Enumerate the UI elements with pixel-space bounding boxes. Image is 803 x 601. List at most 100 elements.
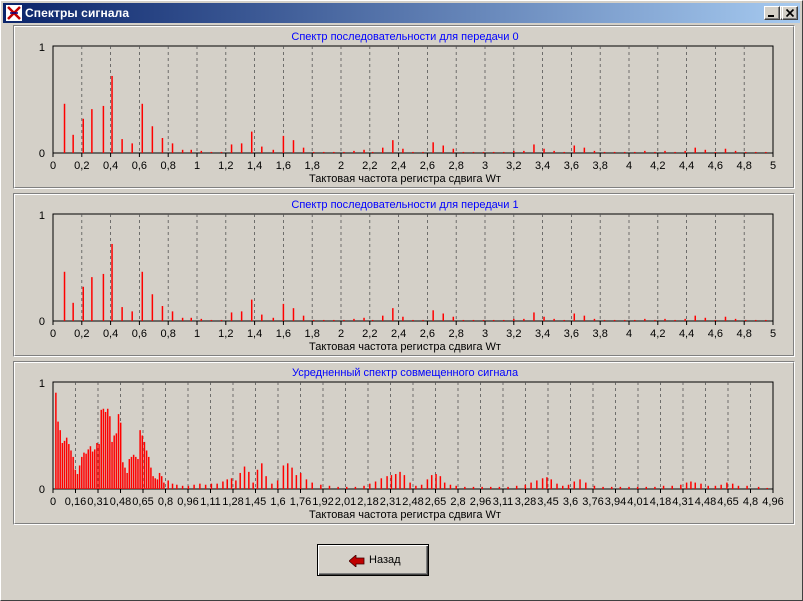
x-tick-label: 3,2 bbox=[506, 160, 521, 172]
x-tick-label: 0,2 bbox=[74, 328, 89, 340]
x-tick-label: 4,2 bbox=[650, 328, 665, 340]
x-tick-label: 0 bbox=[50, 328, 56, 340]
back-button[interactable]: Назад bbox=[317, 544, 429, 576]
x-tick-label: 2,4 bbox=[391, 328, 406, 340]
x-tick-label: 3,4 bbox=[535, 328, 550, 340]
x-tick-label: 2 bbox=[338, 160, 344, 172]
spectrum-chart-2: 0 0,16 0,31 0,48 0,65 0,8 0,96 1,11 1,28 1,45 1,6 1… bbox=[39, 378, 784, 508]
x-tick-label: 4,8 bbox=[737, 160, 752, 172]
x-tick-label: 4,96 bbox=[762, 496, 783, 508]
x-tick-label: 4 bbox=[626, 160, 632, 172]
x-tick-label: 0,31 bbox=[87, 496, 108, 508]
x-tick-label: 1,2 bbox=[218, 328, 233, 340]
x-tick-label: 4,4 bbox=[679, 160, 694, 172]
x-tick-label: 3,8 bbox=[593, 328, 608, 340]
chart-panel-2: Усредненный спектр совмещенного сигнала … bbox=[13, 361, 795, 525]
x-axis-label-1: Тактовая частота регистра сдвига Wт bbox=[309, 341, 501, 353]
title-bar[interactable]: Спектры сигнала bbox=[3, 3, 800, 23]
app-icon bbox=[6, 5, 22, 21]
close-icon bbox=[785, 8, 795, 18]
x-tick-label: 3,94 bbox=[605, 496, 626, 508]
x-tick-label: 1,6 bbox=[276, 328, 291, 340]
left-arrow-icon bbox=[349, 555, 365, 567]
x-tick-label: 4,01 bbox=[627, 496, 648, 508]
x-tick-label: 0,6 bbox=[132, 328, 147, 340]
window-title: Спектры сигнала bbox=[25, 6, 130, 20]
x-tick-label: 3,2 bbox=[506, 328, 521, 340]
x-tick-label: 1,92 bbox=[312, 496, 333, 508]
y-tick-label-min: 0 bbox=[39, 316, 45, 328]
y-tick-label-min: 0 bbox=[39, 484, 45, 496]
x-tick-label: 1,4 bbox=[247, 328, 262, 340]
x-tick-label: 3 bbox=[482, 160, 488, 172]
x-tick-label: 1,76 bbox=[290, 496, 311, 508]
x-tick-label: 3,76 bbox=[582, 496, 603, 508]
x-tick-label: 4,6 bbox=[708, 328, 723, 340]
y-tick-label-max: 1 bbox=[39, 210, 45, 222]
x-tick-label: 3 bbox=[482, 328, 488, 340]
x-tick-label: 2,18 bbox=[357, 496, 378, 508]
minimize-icon bbox=[768, 15, 774, 17]
x-tick-label: 0,8 bbox=[161, 160, 176, 172]
x-tick-label: 3,6 bbox=[563, 496, 578, 508]
chart-panel-0: Спектр последовательности для передачи 0… bbox=[13, 25, 795, 189]
plot-area bbox=[52, 45, 774, 154]
close-button[interactable] bbox=[782, 6, 798, 20]
x-tick-label: 3,4 bbox=[535, 160, 550, 172]
x-axis-label-0: Тактовая частота регистра сдвига Wт bbox=[309, 173, 501, 185]
x-tick-label: 1,8 bbox=[305, 160, 320, 172]
back-button-label: Назад bbox=[369, 554, 401, 566]
minimize-button[interactable] bbox=[764, 6, 780, 20]
chart-title-1: Спектр последовательности для передачи 1 bbox=[291, 199, 519, 211]
x-tick-label: 3,28 bbox=[515, 496, 536, 508]
x-tick-label: 0 bbox=[50, 160, 56, 172]
x-tick-label: 1,2 bbox=[218, 160, 233, 172]
x-tick-label: 2,8 bbox=[450, 496, 465, 508]
spectrum-chart-0: 0 0,2 0,4 0,6 0,8 1 1,2 1,4 1,6 1,8 2 2,2 2,4 2,6 2,8 3… bbox=[39, 42, 776, 172]
x-tick-label: 0,96 bbox=[177, 496, 198, 508]
x-tick-label: 3,11 bbox=[493, 496, 514, 508]
x-tick-label: 0 bbox=[50, 496, 56, 508]
x-tick-label: 2,2 bbox=[362, 160, 377, 172]
x-tick-label: 4,2 bbox=[650, 160, 665, 172]
x-axis-label-2: Тактовая частота регистра сдвига Wт bbox=[309, 509, 501, 521]
x-tick-label: 2,6 bbox=[420, 160, 435, 172]
x-tick-label: 0,65 bbox=[132, 496, 153, 508]
x-tick-label: 0,6 bbox=[132, 160, 147, 172]
x-tick-label: 3,6 bbox=[564, 328, 579, 340]
y-tick-label-max: 1 bbox=[39, 42, 45, 54]
x-tick-label: 0,4 bbox=[103, 328, 118, 340]
x-tick-label: 2 bbox=[338, 328, 344, 340]
x-tick-label: 4,31 bbox=[672, 496, 693, 508]
x-tick-label: 2,01 bbox=[335, 496, 356, 508]
x-tick-label: 0,48 bbox=[110, 496, 131, 508]
x-tick-label: 3,45 bbox=[537, 496, 558, 508]
x-tick-label: 2,48 bbox=[402, 496, 423, 508]
x-tick-label: 4,4 bbox=[679, 328, 694, 340]
x-tick-label: 3,8 bbox=[593, 160, 608, 172]
x-tick-label: 1,6 bbox=[276, 160, 291, 172]
plot-area bbox=[52, 213, 774, 322]
x-tick-label: 3,6 bbox=[564, 160, 579, 172]
x-tick-label: 2,96 bbox=[470, 496, 491, 508]
x-tick-label: 2,2 bbox=[362, 328, 377, 340]
x-tick-label: 2,4 bbox=[391, 160, 406, 172]
x-tick-label: 4,65 bbox=[717, 496, 738, 508]
x-tick-label: 1,8 bbox=[305, 328, 320, 340]
x-tick-label: 2,8 bbox=[449, 160, 464, 172]
x-tick-label: 0,8 bbox=[161, 328, 176, 340]
x-tick-label: 1,28 bbox=[222, 496, 243, 508]
x-tick-label: 1,6 bbox=[270, 496, 285, 508]
chart-title-0: Спектр последовательности для передачи 0 bbox=[291, 31, 519, 43]
x-tick-label: 4,8 bbox=[743, 496, 758, 508]
chart-panel-1: Спектр последовательности для передачи 1… bbox=[13, 193, 795, 357]
x-tick-label: 1,4 bbox=[247, 160, 262, 172]
y-tick-label-max: 1 bbox=[39, 378, 45, 390]
x-tick-label: 2,8 bbox=[449, 328, 464, 340]
x-tick-label: 5 bbox=[770, 160, 776, 172]
x-tick-label: 4,18 bbox=[650, 496, 671, 508]
x-tick-label: 4 bbox=[626, 328, 632, 340]
x-tick-label: 4,6 bbox=[708, 160, 723, 172]
x-tick-label: 2,31 bbox=[380, 496, 401, 508]
